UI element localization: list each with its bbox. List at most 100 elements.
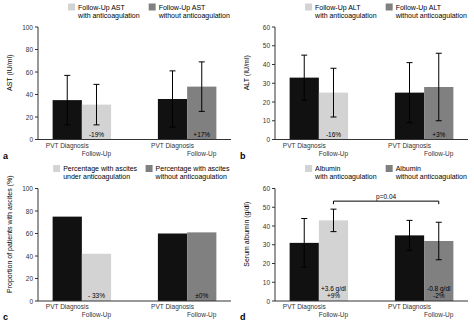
x-tick-label: Follow-Up [424,311,454,319]
y-tick-label: 100 [22,185,33,192]
error-bar [436,222,442,260]
x-tick-label: Follow-Up [319,150,349,158]
legend-label: Follow-Up ASTwith anticoagulation [77,4,140,20]
y-tick [272,139,275,140]
text-line: Albumin [396,165,421,172]
bar-annotation: +3% [432,131,445,138]
error-cap [436,53,442,54]
plot-area [290,209,454,301]
bar [187,232,216,301]
error-stem [409,63,410,123]
y-tick-label: 50 [263,204,271,211]
error-cap [170,70,176,71]
legend-item: Follow-Up ASTwithout anticoagulation [149,4,230,20]
error-cap [301,218,307,219]
text-line: -19% [89,131,104,138]
bar [53,217,82,301]
text-line: Follow-Up ALT [396,4,442,12]
error-stem [67,75,68,125]
x-tick-label: Follow-Up [187,311,217,319]
panel-label: c [3,312,8,322]
text-line: Follow-Up ALT [315,4,361,12]
y-axis-label: AST (IU/ml) [6,55,14,91]
bracket-line [333,201,438,204]
error-bar [436,53,442,121]
error-bar [407,220,413,250]
y-tick-label: 60 [263,24,271,31]
y-tick-label: 20 [263,99,271,106]
legend-label: Percentage with asciteswithout anticoagu… [155,165,230,181]
x-axis [38,301,231,302]
error-bar [64,75,70,125]
y-tick-label: 60 [263,185,271,192]
y-tick-label: 0 [29,136,33,143]
x-tick-label: PVT Diagnosis [46,142,90,150]
error-stem [304,55,305,100]
bar-annotation: - 33% [88,292,105,299]
text-line: without anticoagulation [395,12,467,20]
bar [158,234,187,302]
error-cap [330,209,336,210]
error-cap [64,124,70,125]
text-line: Percentage with ascites [63,165,137,173]
error-cap [64,75,70,76]
error-stem [438,53,439,121]
text-line: Albumin [315,165,340,172]
y-tick [272,83,275,84]
legend-swatch [386,165,393,172]
y-tick [35,256,38,257]
y-tick [35,94,38,95]
panel: 020406080100PVT DiagnosisFollow-UpPVT Di… [3,165,231,322]
y-tick [35,49,38,50]
y-tick-label: 40 [263,61,271,68]
error-cap [407,250,413,251]
error-bar [301,219,307,268]
y-tick-label: 0 [266,298,270,305]
y-tick [272,120,275,121]
error-stem [96,84,97,125]
y-tick [35,211,38,212]
y-tick-label: 40 [26,91,34,98]
text-line: -16% [326,131,341,138]
error-bar [330,209,336,232]
y-tick [272,226,275,227]
error-cap [330,231,336,232]
bar-annotation: ±0% [195,292,208,299]
error-cap [407,122,413,123]
error-cap [436,259,442,260]
error-cap [436,120,442,121]
error-stem [409,220,410,250]
legend-item: Follow-Up ALTwithout anticoagulation [386,4,467,20]
legend-label: Follow-Up ALTwithout anticoagulation [395,4,467,20]
error-cap [93,124,99,125]
error-bar [407,63,413,123]
x-tick-label: Follow-Up [82,311,112,319]
y-tick-label: 60 [26,230,34,237]
y-tick-label: 20 [26,114,34,121]
bar [319,220,348,301]
error-cap [93,84,99,85]
error-cap [407,62,413,63]
legend-item: Percentage with ascitesunder anticoagula… [53,165,137,181]
y-tick [35,139,38,140]
plot-area [53,217,217,301]
y-axis-label: ALT (IU/ml) [243,55,251,90]
legend-swatch [386,4,393,11]
error-stem [172,71,173,127]
y-tick [272,263,275,264]
y-axis-label: Serum albumin (g/dl) [243,202,251,267]
error-stem [333,68,334,117]
panel-label: b [240,151,246,161]
legend-swatch [68,4,75,11]
x-tick-label: PVT Diagnosis [388,142,432,150]
error-cap [436,222,442,223]
legend-item: Albuminwith anticoagulation [305,165,377,181]
panel: 0102030405060PVT DiagnosisFollow-UpPVT D… [240,4,468,161]
text-line: with anticoagulation [314,173,377,181]
y-tick-label: 0 [266,136,270,143]
text-line: with anticoagulation [314,12,377,20]
error-bar [330,68,336,117]
x-tick-label: Follow-Up [187,150,217,158]
plot-area [53,62,217,140]
bar [82,254,111,301]
